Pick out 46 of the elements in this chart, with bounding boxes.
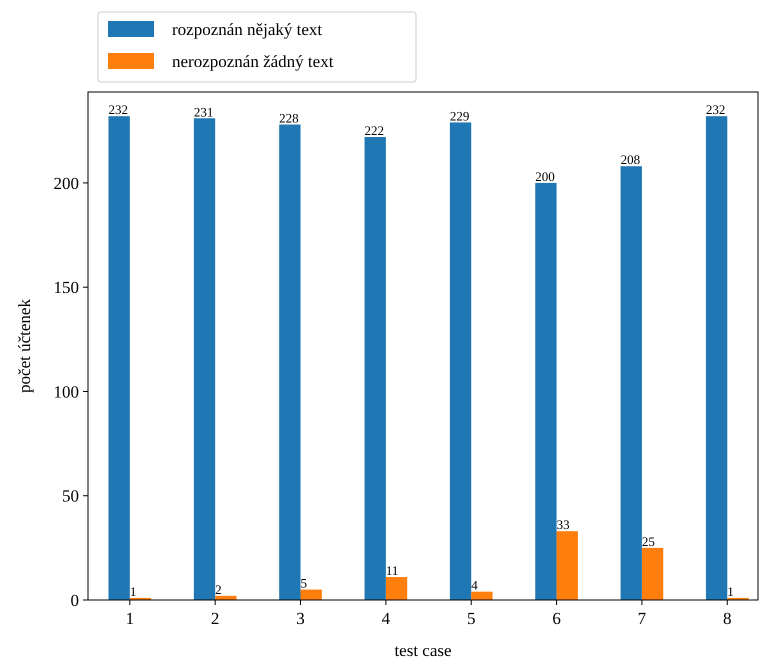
x-tick-label: 6 (552, 609, 561, 628)
data-label: 232 (108, 102, 128, 118)
y-tick-label: 0 (70, 590, 79, 610)
x-tick-label: 1 (126, 609, 134, 628)
data-label: 231 (194, 104, 214, 120)
data-label: 33 (556, 517, 570, 532)
y-axis-title: počet účtenek (15, 298, 34, 393)
y-tick-label: 100 (54, 382, 79, 402)
bar (556, 531, 578, 600)
bar (642, 548, 664, 600)
data-label: 25 (642, 534, 655, 549)
bar (535, 182, 557, 600)
x-tick-label: 4 (382, 609, 391, 628)
y-tick-label: 200 (54, 174, 79, 193)
bar (471, 592, 493, 600)
data-label: 232 (706, 102, 726, 118)
x-tick-label: 2 (210, 609, 220, 628)
data-label: 11 (386, 563, 398, 578)
bar (450, 122, 472, 600)
bar (194, 118, 216, 600)
data-label: 2 (215, 582, 222, 597)
data-label: 5 (300, 576, 308, 591)
y-tick-label: 50 (62, 486, 79, 506)
bar (279, 124, 301, 600)
data-label: 229 (450, 108, 470, 124)
y-tick-label: 150 (54, 278, 79, 298)
x-tick-label: 3 (296, 609, 305, 628)
legend-label: nerozpoznán žádný text (172, 52, 334, 71)
legend-label: rozpoznán nějaký text (172, 20, 322, 39)
x-tick-label: 8 (723, 609, 732, 628)
data-label: 200 (535, 168, 555, 184)
x-tick-label: 5 (466, 609, 476, 628)
x-tick-label: 7 (638, 609, 647, 628)
bar (108, 116, 130, 600)
data-label: 1 (727, 584, 734, 599)
data-label: 208 (620, 152, 640, 168)
x-axis-title: test case (394, 641, 452, 660)
bar (620, 166, 642, 600)
bar (364, 137, 386, 600)
data-label: 228 (279, 110, 299, 126)
bar (706, 116, 728, 600)
bar (300, 590, 322, 600)
data-label: 222 (364, 123, 384, 138)
bar (386, 577, 408, 600)
data-label: 1 (130, 584, 136, 599)
data-label: 4 (471, 578, 478, 593)
